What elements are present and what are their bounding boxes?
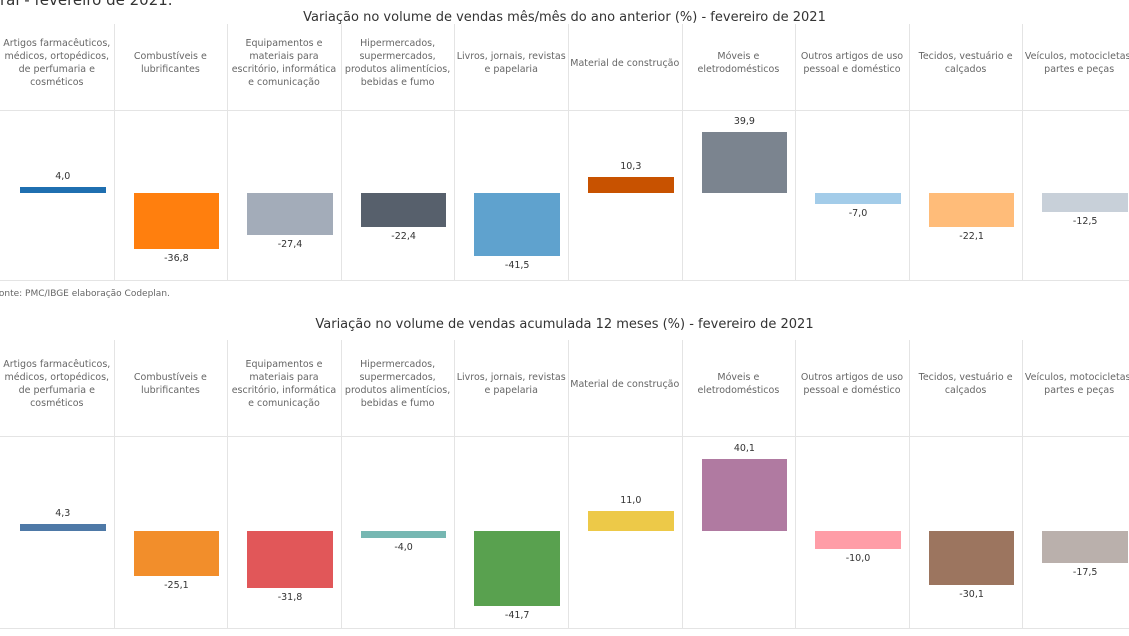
category-label: Material de construção xyxy=(570,378,680,390)
category-label: Tecidos, vestuário e calçados xyxy=(918,51,1013,75)
category-label: Tecidos, vestuário e calçados xyxy=(918,372,1013,396)
value-label: -41,7 xyxy=(504,609,530,621)
chart-title: Variação no volume de vendas mês/mês do … xyxy=(303,10,826,25)
column-divider xyxy=(227,340,229,628)
value-label: -31,8 xyxy=(277,592,303,604)
value-label: -22,1 xyxy=(959,230,984,242)
bar xyxy=(360,531,447,539)
bar xyxy=(588,511,674,532)
category-label: Livros, jornais, revistas e papelaria xyxy=(456,372,566,396)
column-divider xyxy=(568,340,569,628)
bar xyxy=(588,177,674,193)
category-label: Equipamentos e materiais para escritório… xyxy=(231,359,337,409)
column-divider xyxy=(795,24,797,280)
value-label: -12,5 xyxy=(1072,216,1098,228)
value-label: -22,4 xyxy=(391,231,416,243)
bar xyxy=(815,192,901,204)
value-label: -36,8 xyxy=(164,253,189,265)
category-label: Artigos farmacêuticos, médicos, ortopédi… xyxy=(3,38,111,88)
value-label: 10,3 xyxy=(620,161,642,173)
value-label: -4,0 xyxy=(394,542,413,554)
category-label: Hipermercados, supermercados, produtos a… xyxy=(344,359,451,409)
column-divider xyxy=(795,340,797,628)
bar xyxy=(133,192,220,250)
column-divider xyxy=(340,340,342,628)
value-label: 4,0 xyxy=(55,170,71,182)
bar xyxy=(1042,531,1128,563)
column-divider xyxy=(454,340,456,628)
bar xyxy=(360,192,447,228)
category-label: Veículos, motocicletas, partes e peças xyxy=(1024,51,1129,75)
category-label: Outros artigos de uso pessoal e doméstic… xyxy=(800,372,904,396)
value-label: 39,9 xyxy=(733,116,755,127)
chart-title: Variação no volume de vendas acumulada 1… xyxy=(315,317,814,332)
value-label: -10,0 xyxy=(845,553,871,565)
source-note: Fonte: PMC/IBGE elaboração Codeplan. xyxy=(0,289,170,299)
value-label: -25,1 xyxy=(164,580,189,592)
column-divider xyxy=(227,24,229,280)
column-divider xyxy=(340,24,342,280)
bar xyxy=(20,523,106,532)
column-divider xyxy=(908,24,910,280)
bar xyxy=(474,192,560,257)
category-label: Artigos farmacêuticos, médicos, ortopédi… xyxy=(3,359,111,409)
bottom-line xyxy=(0,280,1129,281)
value-label: 11,0 xyxy=(620,495,642,507)
category-label: Móveis e eletrodomésticos xyxy=(697,372,780,396)
column-divider xyxy=(454,24,456,280)
bar xyxy=(701,132,788,193)
column-divider xyxy=(113,24,115,280)
value-label: -17,5 xyxy=(1072,566,1098,578)
bottom-line xyxy=(0,628,1129,629)
bar xyxy=(928,192,1015,227)
bar xyxy=(247,192,333,235)
bar xyxy=(1042,192,1128,213)
bar xyxy=(474,531,560,606)
column-divider xyxy=(681,340,683,628)
value-label: -30,1 xyxy=(959,589,984,601)
category-label: Material de construção xyxy=(570,57,680,69)
bar xyxy=(701,459,788,532)
value-label: -27,4 xyxy=(277,238,303,250)
category-label: Combustíveis e lubrificantes xyxy=(133,51,207,75)
bar xyxy=(133,531,220,577)
value-label: -41,5 xyxy=(504,260,530,272)
category-label: Móveis e eletrodomésticos xyxy=(697,51,780,75)
bar xyxy=(928,531,1015,586)
header-line xyxy=(0,436,1129,437)
bar xyxy=(20,186,106,193)
value-label: -7,0 xyxy=(848,207,868,219)
category-label: Livros, jornais, revistas e papelaria xyxy=(456,51,566,75)
column-divider xyxy=(1022,24,1024,280)
value-label: 4,3 xyxy=(55,507,71,519)
column-divider xyxy=(908,340,910,628)
column-divider xyxy=(1022,340,1024,628)
category-label: Equipamentos e materiais para escritório… xyxy=(231,38,337,88)
category-label: Hipermercados, supermercados, produtos a… xyxy=(344,38,451,88)
header-line xyxy=(0,110,1129,111)
category-label: Combustíveis e lubrificantes xyxy=(133,372,207,396)
category-label: Veículos, motocicletas, partes e peças xyxy=(1024,372,1129,396)
column-divider xyxy=(113,340,115,628)
value-label: 40,1 xyxy=(733,443,755,455)
column-divider xyxy=(568,24,569,280)
bar xyxy=(247,531,333,589)
bar xyxy=(815,531,901,550)
category-label: Outros artigos de uso pessoal e doméstic… xyxy=(800,51,904,75)
page-header: ral - fevereiro de 2021. xyxy=(0,0,173,9)
column-divider xyxy=(681,24,683,280)
